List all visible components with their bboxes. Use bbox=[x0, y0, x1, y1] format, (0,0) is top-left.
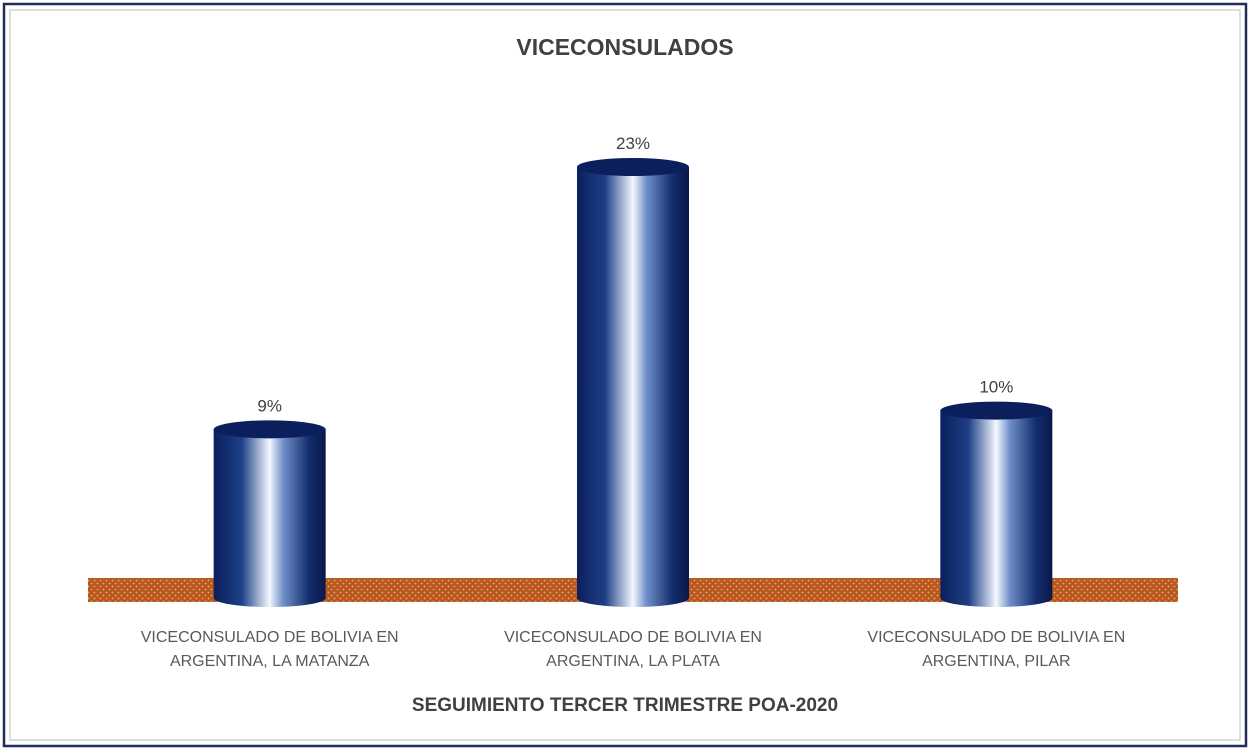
x-tick-label: VICECONSULADO DE BOLIVIA EN ARGENTINA, L… bbox=[140, 629, 399, 670]
value-label: 23% bbox=[616, 134, 650, 153]
bar bbox=[577, 167, 689, 598]
bar-top bbox=[940, 401, 1053, 420]
bar bbox=[940, 410, 1053, 598]
x-tick-label: VICECONSULADO DE BOLIVIA EN ARGENTINA, P… bbox=[867, 629, 1126, 670]
value-label: 9% bbox=[257, 396, 282, 415]
bar bbox=[213, 429, 326, 598]
inner-border bbox=[9, 9, 1241, 741]
chart-title: VICECONSULADOS bbox=[516, 34, 734, 60]
x-axis-title: SEGUIMIENTO TERCER TRIMESTRE POA-2020 bbox=[411, 695, 839, 716]
value-label: 10% bbox=[979, 378, 1013, 397]
x-tick-label: VICECONSULADO DE BOLIVIA EN ARGENTINA, L… bbox=[504, 629, 762, 670]
bar-top bbox=[577, 158, 689, 176]
bar-top bbox=[213, 420, 326, 439]
